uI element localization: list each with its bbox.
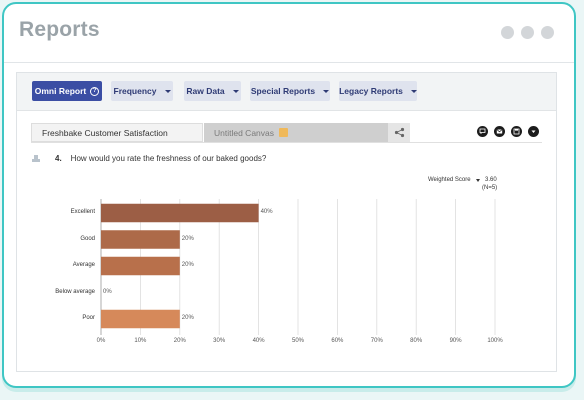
omni-report-label: Omni Report xyxy=(34,86,87,96)
download-icon xyxy=(531,130,536,133)
tab-freshbake-label: Freshbake Customer Satisfaction xyxy=(42,127,168,138)
tab-freshbake[interactable]: Freshbake Customer Satisfaction xyxy=(31,123,203,142)
chevron-down-icon xyxy=(232,89,239,93)
special-reports-dropdown[interactable]: Special Reports xyxy=(250,81,330,101)
tick-label: 80% xyxy=(410,338,423,344)
window-dot-1[interactable] xyxy=(501,26,514,39)
weighted-score-label: Weighted Score xyxy=(428,177,471,183)
value-label: 20% xyxy=(181,315,194,321)
category-label: Excellent xyxy=(70,209,95,215)
window-controls xyxy=(501,26,554,39)
tab-untitled-label: Untitled Canvas xyxy=(214,127,275,138)
value-label: 0% xyxy=(103,288,112,295)
download-button[interactable] xyxy=(528,126,539,137)
report-toolbar: Omni Report ? Frequency Raw Data Special… xyxy=(17,73,556,111)
bar-poor[interactable] xyxy=(101,309,180,329)
value-label: 20% xyxy=(181,235,194,242)
category-label: Below average xyxy=(55,288,95,295)
save-button[interactable] xyxy=(511,126,522,137)
tick-label: 40% xyxy=(252,338,265,344)
bar-chart xyxy=(100,199,496,335)
weighted-score-value: 3.60 xyxy=(485,177,497,183)
question-text: How would you rate the freshness of our … xyxy=(70,153,267,163)
bar-good[interactable] xyxy=(101,230,180,249)
canvas-badge-icon xyxy=(279,128,289,137)
category-label: Poor xyxy=(82,315,95,321)
chevron-down-icon xyxy=(323,89,330,93)
category-label: Average xyxy=(72,262,95,268)
title-divider xyxy=(4,62,574,63)
bar-average[interactable] xyxy=(101,256,180,276)
email-button[interactable] xyxy=(494,126,505,137)
tick-label: 0% xyxy=(96,338,106,344)
frequency-dropdown[interactable]: Frequency xyxy=(111,81,173,101)
window-dot-3[interactable] xyxy=(541,26,554,39)
response-count: (N=5) xyxy=(482,185,498,191)
question-row: 4. How would you rate the freshness of o… xyxy=(31,153,266,163)
legacy-reports-label: Legacy Reports xyxy=(339,86,403,96)
tick-label: 10% xyxy=(134,338,147,344)
raw-data-dropdown[interactable]: Raw Data xyxy=(184,81,241,101)
category-label: Good xyxy=(80,235,95,242)
chevron-down-icon xyxy=(410,89,417,93)
chart-type-icon[interactable] xyxy=(31,153,41,163)
omni-report-button[interactable]: Omni Report ? xyxy=(32,81,102,101)
special-reports-label: Special Reports xyxy=(250,86,316,96)
value-label: 20% xyxy=(181,262,194,268)
email-icon xyxy=(496,129,503,134)
tick-label: 50% xyxy=(291,338,304,344)
window-title: Reports xyxy=(19,18,100,41)
comment-icon xyxy=(479,128,486,134)
bar-excellent[interactable] xyxy=(101,203,259,223)
frequency-label: Frequency xyxy=(113,86,157,96)
question-number: 4. xyxy=(55,153,62,163)
tick-label: 90% xyxy=(449,338,462,344)
share-nodes-icon xyxy=(394,127,404,138)
value-label: 40% xyxy=(260,209,273,215)
window-dot-2[interactable] xyxy=(521,26,534,39)
tick-label: 30% xyxy=(213,338,226,344)
comment-button[interactable] xyxy=(477,126,488,137)
tick-label: 20% xyxy=(173,338,186,344)
weighted-score-dropdown[interactable]: Weighted Score xyxy=(428,177,480,183)
save-icon xyxy=(513,128,520,135)
help-icon: ? xyxy=(90,86,100,96)
dropdown-caret-icon xyxy=(475,178,480,182)
tick-label: 100% xyxy=(487,338,503,344)
tab-divider xyxy=(31,142,542,143)
raw-data-label: Raw Data xyxy=(186,86,225,96)
tick-label: 70% xyxy=(370,338,383,344)
chevron-down-icon xyxy=(164,89,171,93)
tab-untitled-canvas[interactable]: Untitled Canvas xyxy=(204,123,388,142)
legacy-reports-dropdown[interactable]: Legacy Reports xyxy=(339,81,417,101)
tick-label: 60% xyxy=(331,338,344,344)
report-panel: Omni Report ? Frequency Raw Data Special… xyxy=(16,72,557,372)
share-tab-button[interactable] xyxy=(388,123,410,142)
